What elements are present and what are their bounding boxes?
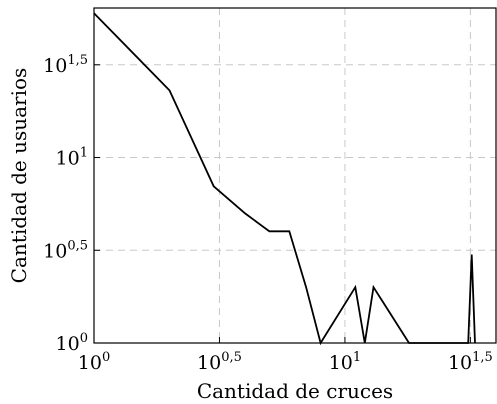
y-tick-label: 100,5 bbox=[43, 238, 88, 262]
data-point bbox=[169, 89, 171, 91]
x-tick-label: 101,5 bbox=[448, 350, 493, 374]
y-tick-label: 101 bbox=[56, 146, 88, 170]
y-tick-label: 100 bbox=[56, 331, 88, 355]
x-axis-ticks: 100 100,5 101 101,5 bbox=[78, 337, 493, 374]
data-point bbox=[213, 185, 215, 187]
grid-lines bbox=[94, 8, 496, 343]
data-point bbox=[354, 286, 356, 288]
y-axis-ticks: 100 100,5 101 101,5 bbox=[43, 53, 100, 355]
x-tick-label: 100 bbox=[78, 350, 110, 374]
y-tick-label: 101,5 bbox=[43, 53, 88, 77]
y-axis-label: Cantidad de usuarios bbox=[7, 68, 31, 284]
series-group bbox=[93, 12, 476, 346]
plot-frame bbox=[93, 7, 497, 344]
data-point bbox=[244, 212, 246, 214]
data-point bbox=[288, 230, 290, 232]
x-tick-label: 100,5 bbox=[197, 350, 242, 374]
data-point bbox=[305, 286, 307, 288]
data-point bbox=[471, 254, 473, 256]
data-point bbox=[268, 230, 270, 232]
series-line bbox=[93, 12, 476, 346]
x-axis-label: Cantidad de cruces bbox=[197, 379, 393, 403]
data-point bbox=[373, 286, 375, 288]
x-tick-label: 101 bbox=[329, 350, 361, 374]
